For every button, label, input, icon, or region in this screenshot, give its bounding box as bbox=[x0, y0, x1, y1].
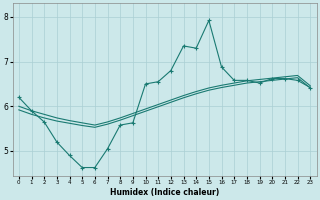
X-axis label: Humidex (Indice chaleur): Humidex (Indice chaleur) bbox=[110, 188, 219, 197]
